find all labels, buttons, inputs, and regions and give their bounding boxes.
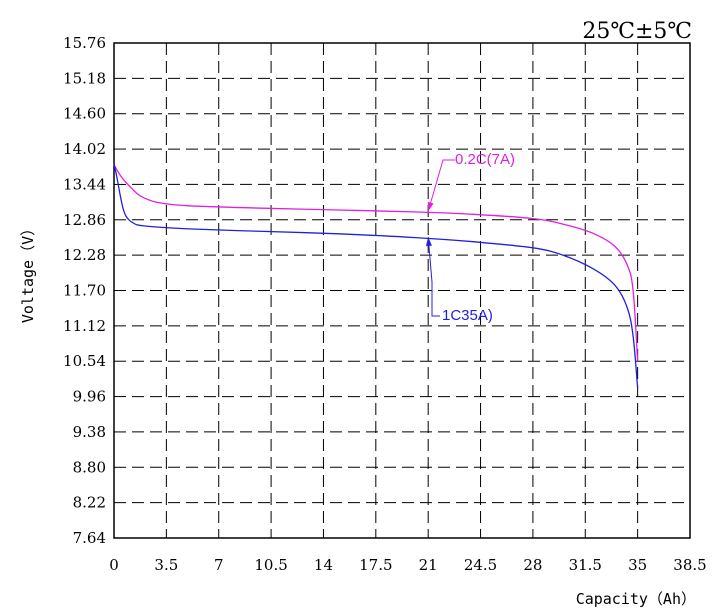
y-tick-label: 12.28 bbox=[63, 246, 106, 264]
x-tick-label: 24.5 bbox=[464, 556, 497, 574]
chart-title: 25℃±5℃ bbox=[582, 19, 692, 44]
callout-arrowhead bbox=[427, 201, 434, 212]
x-tick-label: 35 bbox=[628, 556, 647, 574]
y-tick-label: 7.64 bbox=[73, 529, 106, 547]
callout-arrowhead bbox=[425, 236, 432, 247]
x-tick-label: 21 bbox=[419, 556, 438, 574]
series-line-1 bbox=[113, 164, 639, 362]
y-tick-label: 13.44 bbox=[63, 175, 106, 193]
y-tick-label: 8.80 bbox=[73, 458, 106, 476]
x-tick-label: 31.5 bbox=[569, 556, 602, 574]
y-tick-label: 11.70 bbox=[63, 282, 106, 300]
x-tick-label: 28 bbox=[523, 556, 542, 574]
x-tick-label: 17.5 bbox=[359, 556, 392, 574]
annotations: 0.2C(7A) 1C35A) bbox=[425, 151, 515, 324]
x-tick-label: 7 bbox=[214, 556, 224, 574]
y-tick-label: 9.38 bbox=[73, 423, 106, 441]
x-tick-label: 3.5 bbox=[154, 556, 178, 574]
y-tick-label: 9.96 bbox=[73, 388, 106, 406]
series-line-2 bbox=[113, 163, 639, 389]
callout-label: 1C35A) bbox=[442, 307, 493, 324]
x-tick-label: 10.5 bbox=[254, 556, 287, 574]
x-tick-label: 38.5 bbox=[673, 556, 706, 574]
y-tick-labels: 7.64 8.22 8.80 9.38 9.96 10.54 11.12 11.70 12.28… bbox=[63, 34, 106, 547]
y-tick-label: 10.54 bbox=[63, 352, 106, 370]
x-tick-labels: 0 3.5 7 10.5 14 17.5 21 24.5 28 31.5 35 38.5 bbox=[109, 556, 706, 574]
callout-leader bbox=[427, 159, 455, 212]
y-tick-label: 15.18 bbox=[63, 69, 106, 87]
y-tick-label: 8.22 bbox=[73, 494, 106, 512]
y-tick-label: 14.02 bbox=[63, 140, 106, 158]
plot-frame bbox=[113, 42, 691, 539]
series-layer bbox=[113, 163, 639, 389]
y-tick-label: 11.12 bbox=[63, 317, 106, 335]
y-axis-label: Voltage（V） bbox=[19, 221, 37, 323]
y-tick-label: 12.86 bbox=[63, 211, 106, 229]
y-tick-label: 14.60 bbox=[63, 105, 106, 123]
callout-label: 0.2C(7A) bbox=[455, 151, 515, 168]
y-tick-label: 15.76 bbox=[63, 34, 106, 52]
x-axis-label: Capacity（Ah） bbox=[576, 590, 696, 608]
grid-lines bbox=[114, 43, 690, 538]
x-tick-label: 14 bbox=[314, 556, 333, 574]
x-tick-label: 0 bbox=[109, 556, 119, 574]
callout-leader bbox=[427, 236, 440, 317]
